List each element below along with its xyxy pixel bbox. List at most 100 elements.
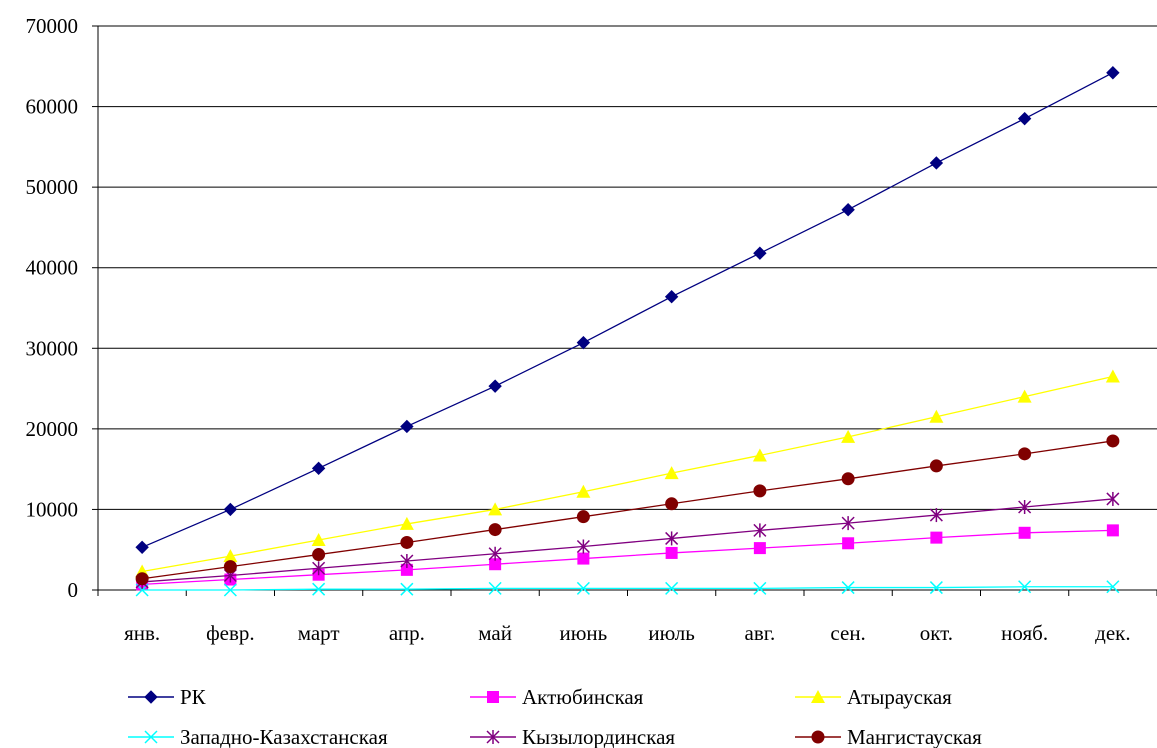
marker-stroke [312,582,326,596]
x-tick-label: июль [648,621,694,645]
data-point [929,409,944,423]
data-point [488,546,502,561]
data-point [752,448,767,462]
marker-stroke [929,581,943,595]
data-point [400,563,413,576]
data-point [400,553,414,568]
x-axis-ticks: янв. февр. март апр. май июнь июль авг. сен. окт.… [97,590,1157,645]
data-point [400,582,414,596]
legend-marker [486,730,500,744]
data-point [488,502,503,516]
data-point [753,484,767,498]
x-tick-label: дек. [1095,621,1130,645]
y-axis-ticks: 0 10000 20000 30000 40000 50000 60000 70000 [26,14,98,602]
data-point [312,561,326,576]
series-line [141,72,1114,548]
legend-item: РК [128,685,207,709]
data-point [842,537,855,550]
data-point [1106,580,1120,594]
legend-label: Актюбинская [522,685,644,709]
series-line [142,375,1114,573]
data-point [223,549,238,563]
data-point [1106,524,1119,537]
data-point [753,246,767,260]
data-point [1106,66,1120,80]
data-point [1105,369,1120,383]
data-point [576,581,590,595]
series-1 [135,66,1120,555]
data-point [841,202,855,217]
data-point [841,429,856,443]
x-tick-label: июнь [560,621,608,645]
data-point [489,558,502,571]
series-5 [135,491,1120,589]
marker-stroke [576,581,590,595]
data-point [665,581,679,595]
marker-stroke [665,581,679,595]
legend-label: Атырауская [847,685,952,709]
x-tick-label: февр. [206,621,255,645]
data-point [665,546,678,559]
data-point [488,523,502,537]
series-2 [136,524,1119,591]
data-point [400,535,414,549]
data-point [223,502,238,517]
data-point [576,539,590,554]
data-point [1018,447,1032,461]
data-point [399,516,414,530]
y-tick-label: 50000 [26,175,79,199]
data-point [929,156,944,170]
marker-stroke [1018,580,1032,594]
series-group [135,66,1120,597]
marker-stroke [841,581,855,595]
data-point [665,531,679,546]
x-tick-label: авг. [745,621,776,645]
data-point [1018,580,1032,594]
axes [97,26,1157,591]
data-point [841,516,855,531]
y-tick-label: 40000 [26,256,79,280]
series-line [142,529,1113,586]
x-tick-label: сен. [830,621,865,645]
marker-stroke [223,583,237,597]
data-point [841,472,855,486]
data-point [664,466,679,480]
series-3 [135,369,1120,578]
grid-lines [98,25,1157,510]
data-point [1018,526,1031,539]
legend-marker [811,690,825,703]
marker-stroke [753,581,767,595]
y-tick-label: 0 [68,578,79,602]
marker-stroke [400,582,414,596]
y-tick-label: 60000 [26,95,79,119]
data-point [1017,389,1032,403]
y-tick-label: 30000 [26,336,79,360]
data-point [929,508,943,523]
data-point [929,581,943,595]
data-point [312,582,326,596]
legend-item: Атырауская [795,685,952,709]
data-point [576,510,590,524]
marker-stroke [1106,580,1120,594]
x-tick-label: нояб. [1001,621,1048,645]
legend-item: Мангистауская [795,725,982,748]
data-point [1018,500,1032,515]
data-point [1017,111,1032,126]
legend-marker [487,691,499,703]
data-point [223,583,237,597]
data-point [930,531,943,544]
legend-label: Западно-Казахстанская [180,725,388,748]
data-point [576,484,591,498]
data-point [135,572,149,586]
data-point [929,459,943,473]
x-tick-label: янв. [124,621,160,645]
x-tick-label: окт. [920,621,953,645]
data-point [223,560,237,574]
data-point [1106,491,1120,506]
legend: РК Актюбинская Атырауская Западно-Казахстан… [128,685,982,748]
y-tick-label: 10000 [26,497,79,521]
data-point [664,290,679,304]
data-point [576,335,591,350]
marker-stroke [144,730,158,744]
